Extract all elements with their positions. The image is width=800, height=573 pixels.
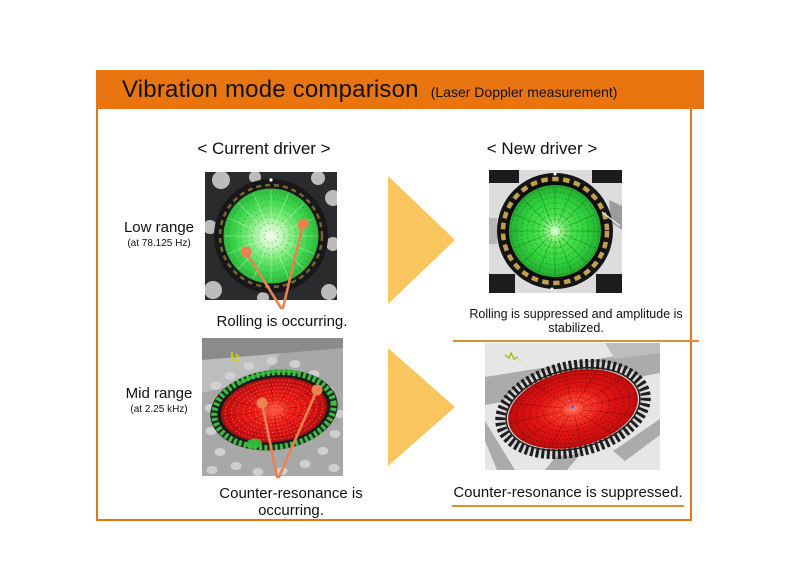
photo-mid-range-new-driver — [485, 343, 660, 470]
caption-low-new: Rolling is suppressed and amplitude is s… — [453, 307, 699, 342]
caption-low-current: Rolling is occurring. — [216, 313, 348, 330]
title-bar: Vibration mode comparison (Laser Doppler… — [96, 70, 704, 109]
photo-mid-range-current-driver — [202, 338, 343, 476]
row-label-mid: Mid range (at 2.25 kHz) — [103, 385, 215, 415]
row-label-mid-frequency: (at 2.25 kHz) — [130, 404, 188, 415]
row-label-low-frequency: (at 78.125 Hz) — [127, 238, 191, 249]
photo-low-range-new-driver — [489, 170, 622, 293]
arrow-right-icon — [388, 176, 455, 304]
row-label-low-name: Low range — [123, 219, 195, 236]
photo-low-range-current-driver — [205, 172, 337, 300]
column-header-new: < New driver > — [486, 139, 598, 158]
caption-mid-current: Counter-resonance is occurring. — [219, 485, 363, 519]
caption-mid-new: Counter-resonance is suppressed. — [452, 484, 684, 507]
arrow-right-icon — [388, 348, 455, 466]
row-label-low: Low range (at 78.125 Hz) — [103, 219, 215, 249]
row-label-mid-name: Mid range — [125, 385, 193, 402]
page-subtitle: (Laser Doppler measurement) — [430, 83, 618, 100]
page-title: Vibration mode comparison — [122, 76, 419, 103]
column-header-current: < Current driver > — [197, 139, 331, 158]
